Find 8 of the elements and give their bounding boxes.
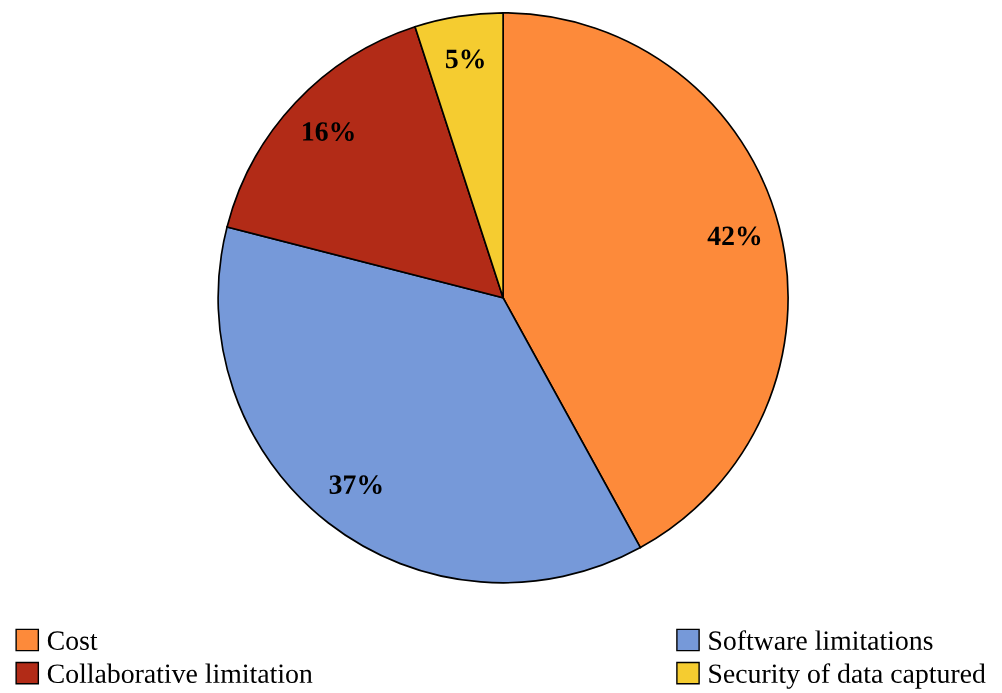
data-label: 37% [329,475,382,495]
data-label: 5% [445,49,484,69]
legend-label: Security of data captured [709,663,986,689]
legend-label: Collaborative limitation [47,663,313,684]
data-label: 42% [707,226,761,246]
legend-label: Software limitations [709,630,933,650]
legend-label: Cost [47,631,98,650]
data-label: 16% [303,122,354,141]
